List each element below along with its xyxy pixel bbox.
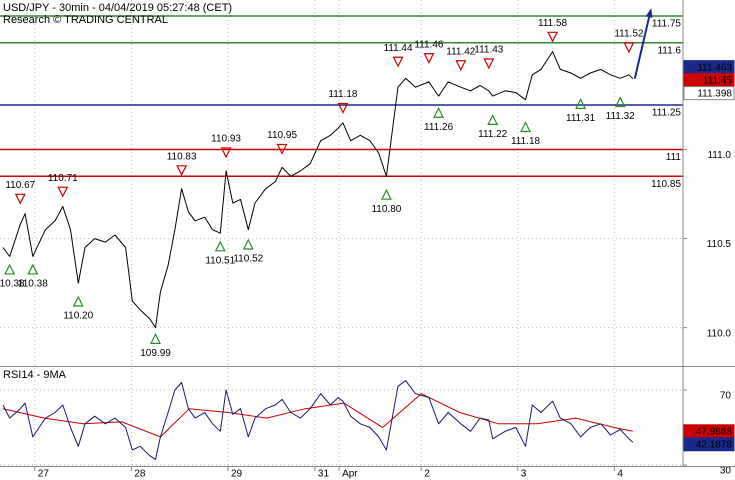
high-label: 111.46 [414,39,444,50]
x-tick-label: 4 [617,469,623,480]
x-tick-label: 27 [38,469,50,480]
level-label: 110.85 [651,179,681,190]
forecast-arrowhead [645,8,653,18]
high-label: 111.18 [328,89,358,100]
low-label: 111.31 [566,113,596,124]
low-marker [242,238,254,250]
high-marker [483,58,495,70]
x-tick-label: Apr [342,469,358,480]
value-tag [683,86,735,101]
low-marker [4,263,16,275]
low-label: 111.18 [511,136,541,147]
low-label: 110.51 [205,255,235,266]
y-tick-label: 111.0 [707,150,731,161]
price-line [2,51,634,329]
high-marker [547,31,559,43]
high-label: 110.93 [211,134,241,145]
low-marker [150,333,162,344]
low-marker [214,240,226,252]
high-label: 110.83 [167,151,197,162]
value-tag-label: 111.45 [703,75,733,86]
low-marker [27,263,39,275]
high-label: 111.52 [614,29,644,40]
value-tag-label: 111.398 [697,88,732,99]
y-tick-label: 70 [720,391,732,402]
high-marker [57,186,69,198]
low-marker [72,295,84,307]
high-label: 111.43 [474,45,504,56]
high-marker [176,165,188,177]
panel [0,368,683,466]
value-tag-label: 47.9868 [696,426,733,437]
high-label: 110.67 [5,180,35,191]
ma-line [2,393,633,438]
level-label: 111.75 [652,19,682,30]
low-marker [614,96,626,108]
high-marker [392,56,404,68]
axis: 70 30 27 28 29 31 Apr 2 3 4 47.9868 42.1878 [34,389,735,480]
low-marker [520,121,532,133]
chart-subtitle: Research © TRADING CENTRAL [3,14,168,26]
high-marker [220,147,232,159]
low-label: 110.20 [63,311,93,322]
high-label: 111.44 [383,43,413,54]
low-marker [575,98,587,109]
high-marker [623,42,635,54]
y-tick-label: 30 [720,466,732,477]
forecast-arrow [633,9,652,79]
axis: 111.0 110.5 110.0 111.75 111.6 111.25 111 110.8… [651,19,735,339]
low-label: 110.52 [233,254,263,265]
value-tag-label: 42.1878 [696,439,733,450]
level-label: 111.25 [652,108,682,119]
y-tick-label: 110.0 [707,328,732,339]
low-label: 110.80 [371,204,401,215]
x-tick-label: 31 [318,469,330,480]
indicator-title: RSI14 - 9MA [3,369,67,381]
value-tag-label: 111.463 [697,62,732,73]
high-marker [337,102,349,114]
x-tick-label: 28 [134,469,146,480]
low-label: 110.38 [0,279,25,290]
low-marker [433,106,445,118]
high-marker [455,60,467,72]
level-label: 111 [666,152,682,163]
high-label: 111.58 [538,18,568,29]
low-label: 110.38 [18,279,48,290]
high-marker [423,53,435,65]
x-tick-label: 29 [231,469,243,480]
x-tick-label: 3 [521,469,527,480]
low-label: 111.26 [424,122,454,133]
value-tag [683,437,735,452]
high-label: 111.42 [446,46,476,57]
y-tick-label: 110.5 [707,239,732,250]
high-label: 110.95 [267,130,297,141]
low-label: 111.22 [478,129,508,140]
low-marker [487,114,499,125]
low-label: 111.32 [606,111,636,122]
high-label: 110.71 [48,173,78,184]
texts: USD/JPY - 30min - 04/04/2019 05:27:48 (C… [3,2,232,381]
low-label: 109.99 [140,348,171,359]
high-marker [276,143,288,155]
level-label: 111.6 [657,45,681,56]
high-marker [14,193,26,205]
price-line [2,380,634,460]
chart-title: USD/JPY - 30min - 04/04/2019 05:27:48 (C… [3,2,232,14]
low-marker [380,188,392,200]
x-tick-label: 2 [424,469,430,480]
